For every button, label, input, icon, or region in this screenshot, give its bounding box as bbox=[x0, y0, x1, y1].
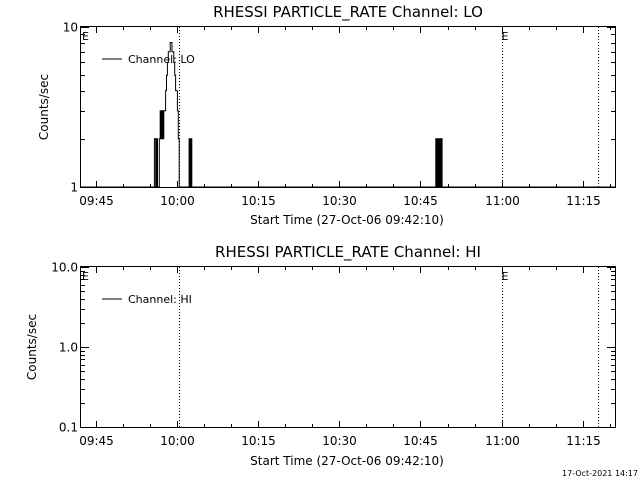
chart-title: RHESSI PARTICLE_RATE Channel: LO bbox=[213, 3, 483, 22]
x-axis-label: Start Time (27-Oct-06 09:42:10) bbox=[250, 454, 444, 468]
y-axis-label: Counts/sec bbox=[37, 74, 51, 140]
date-stamp: 17-Oct-2021 14:17 bbox=[562, 469, 638, 478]
series-line-lo bbox=[81, 42, 615, 188]
x-tick-label: 09:45 bbox=[79, 434, 114, 448]
chart-panel-lo: RHESSI PARTICLE_RATE Channel: LO 09:45 10… bbox=[37, 3, 616, 227]
axis-ticks: 09:45 10:00 10:15 10:30 10:45 11:00 11:15 0.1 1.… bbox=[51, 261, 615, 448]
x-tick-label: 10:30 bbox=[322, 194, 357, 208]
x-tick-label: 11:00 bbox=[485, 194, 520, 208]
legend-label: Channel: HI bbox=[128, 293, 192, 306]
marker-label: E bbox=[502, 30, 509, 43]
chart-title: RHESSI PARTICLE_RATE Channel: HI bbox=[215, 243, 481, 262]
x-tick-label: 11:15 bbox=[566, 194, 601, 208]
plot-frame bbox=[80, 266, 616, 428]
y-tick-label: 1.0 bbox=[59, 341, 78, 355]
y-tick-label: 10.0 bbox=[51, 261, 78, 275]
plot-frame bbox=[80, 26, 616, 188]
marker-label: E bbox=[82, 270, 89, 283]
marker-label: E bbox=[82, 30, 89, 43]
marker-label: E bbox=[502, 270, 509, 283]
x-tick-label: 10:00 bbox=[160, 194, 195, 208]
x-tick-label: 10:45 bbox=[403, 194, 438, 208]
x-tick-label: 10:45 bbox=[403, 434, 438, 448]
x-tick-label: 11:15 bbox=[566, 434, 601, 448]
x-tick-label: 10:00 bbox=[160, 434, 195, 448]
legend: Channel: HI bbox=[102, 293, 192, 306]
x-axis-label: Start Time (27-Oct-06 09:42:10) bbox=[250, 213, 444, 227]
y-tick-label: 0.1 bbox=[59, 421, 78, 435]
chart-panel-hi: RHESSI PARTICLE_RATE Channel: HI 09:45 10… bbox=[25, 243, 616, 468]
x-tick-label: 11:00 bbox=[485, 434, 520, 448]
y-tick-label: 10 bbox=[63, 21, 78, 35]
x-tick-label: 09:45 bbox=[79, 194, 114, 208]
axis-ticks: 09:45 10:00 10:15 10:30 10:45 11:00 11:15 1 10 bbox=[63, 21, 615, 208]
x-tick-label: 10:15 bbox=[241, 434, 276, 448]
x-tick-label: 10:15 bbox=[241, 194, 276, 208]
y-axis-label: Counts/sec bbox=[25, 314, 39, 380]
legend: Channel: LO bbox=[102, 53, 195, 66]
legend-label: Channel: LO bbox=[128, 53, 195, 66]
y-tick-label: 1 bbox=[70, 181, 78, 195]
x-tick-label: 10:30 bbox=[322, 434, 357, 448]
